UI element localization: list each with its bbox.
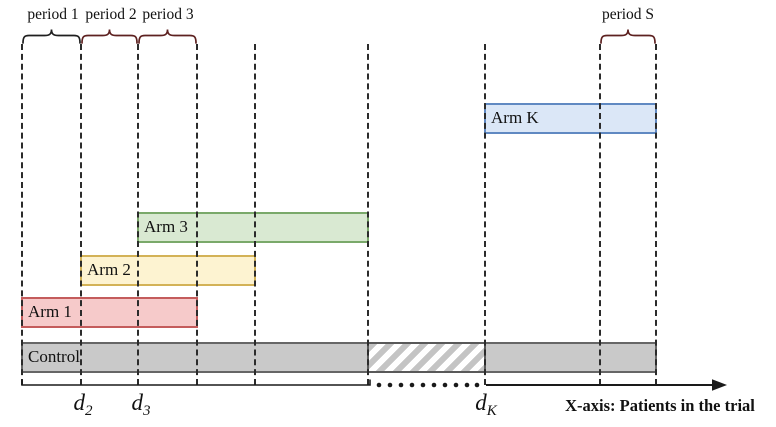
boundary-line-d2 bbox=[80, 44, 82, 385]
axis-arrowhead-icon bbox=[712, 379, 727, 391]
x-axis-title: X-axis: Patients in the trial bbox=[565, 396, 755, 415]
x-axis bbox=[21, 379, 727, 391]
arm-k-label: Arm K bbox=[491, 108, 539, 127]
period-2-brace-icon bbox=[81, 29, 138, 44]
period-2-brace-path bbox=[81, 29, 138, 44]
period-s-brace-icon bbox=[600, 29, 656, 44]
tick-label-d2-subscript: 2 bbox=[85, 403, 93, 419]
tick-label-dk-subscript: K bbox=[486, 403, 497, 419]
boundary-line-dk bbox=[484, 44, 486, 385]
arm-1-bar: Arm 1 bbox=[21, 297, 198, 328]
arm-2-bar: Arm 2 bbox=[80, 255, 256, 286]
period-1-label: period 1 bbox=[27, 6, 79, 23]
period-2-label: period 2 bbox=[85, 6, 137, 23]
period-3-brace-path bbox=[138, 29, 197, 44]
period-s-brace-path bbox=[600, 29, 656, 44]
boundary-line-9 bbox=[655, 44, 657, 385]
arm-3-label: Arm 3 bbox=[144, 217, 188, 236]
boundary-line-6 bbox=[367, 44, 369, 385]
axis-dotted-segment bbox=[376, 382, 480, 388]
arm-2-label: Arm 2 bbox=[87, 260, 131, 279]
tick-label-d3: d3 bbox=[131, 390, 151, 419]
axis-bracket-segment bbox=[21, 379, 371, 386]
boundary-line-d3 bbox=[137, 44, 139, 385]
arm-k-bar: Arm K bbox=[484, 103, 657, 134]
tick-label-d2: d2 bbox=[73, 390, 93, 419]
boundary-line-5 bbox=[254, 44, 256, 385]
control-gap-hatch bbox=[367, 342, 486, 373]
boundary-line-8 bbox=[599, 44, 601, 385]
period-1-brace-icon bbox=[22, 29, 81, 44]
arm-1-label: Arm 1 bbox=[28, 302, 72, 321]
control-label: Control bbox=[28, 347, 80, 366]
period-s-label: period S bbox=[601, 6, 655, 23]
period-1-brace-path bbox=[22, 29, 81, 44]
period-3-label: period 3 bbox=[142, 6, 194, 23]
control-bar: Control bbox=[21, 342, 657, 373]
tick-label-d3-subscript: 3 bbox=[143, 403, 151, 419]
boundary-line-1 bbox=[21, 44, 23, 385]
arm-3-bar: Arm 3 bbox=[137, 212, 369, 243]
period-3-brace-icon bbox=[138, 29, 197, 44]
boundary-line-4 bbox=[196, 44, 198, 385]
tick-label-dk: dK bbox=[475, 390, 497, 419]
